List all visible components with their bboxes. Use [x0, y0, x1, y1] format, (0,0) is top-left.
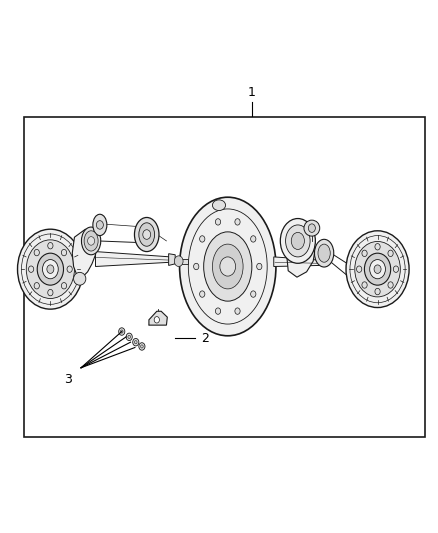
- Circle shape: [370, 260, 385, 279]
- Circle shape: [126, 333, 132, 341]
- Circle shape: [308, 224, 315, 232]
- Circle shape: [355, 241, 400, 297]
- Ellipse shape: [84, 231, 98, 251]
- Ellipse shape: [204, 232, 252, 301]
- Circle shape: [61, 249, 67, 256]
- Circle shape: [257, 263, 262, 270]
- Circle shape: [42, 260, 58, 279]
- Circle shape: [393, 266, 399, 272]
- Circle shape: [215, 308, 221, 314]
- Polygon shape: [274, 257, 320, 266]
- Text: 2: 2: [201, 332, 209, 345]
- Circle shape: [220, 257, 236, 276]
- Circle shape: [120, 330, 123, 333]
- Ellipse shape: [304, 220, 320, 236]
- Circle shape: [235, 308, 240, 314]
- Circle shape: [37, 253, 64, 285]
- Ellipse shape: [134, 217, 159, 252]
- Circle shape: [362, 250, 367, 256]
- Circle shape: [143, 230, 151, 239]
- Circle shape: [61, 282, 67, 289]
- Circle shape: [67, 266, 72, 272]
- Ellipse shape: [81, 227, 101, 255]
- Circle shape: [133, 338, 139, 346]
- Circle shape: [47, 265, 54, 273]
- Bar: [24, 117, 425, 437]
- Ellipse shape: [180, 197, 276, 336]
- Circle shape: [139, 343, 145, 350]
- Circle shape: [96, 221, 103, 229]
- Circle shape: [34, 249, 39, 256]
- Circle shape: [362, 282, 367, 288]
- Circle shape: [141, 345, 143, 348]
- Circle shape: [346, 231, 409, 308]
- Polygon shape: [72, 229, 97, 277]
- Circle shape: [134, 341, 137, 344]
- Circle shape: [375, 288, 380, 295]
- Circle shape: [388, 250, 393, 256]
- Ellipse shape: [212, 200, 226, 211]
- Circle shape: [251, 236, 256, 242]
- Circle shape: [215, 219, 221, 225]
- Ellipse shape: [291, 232, 304, 249]
- Circle shape: [364, 253, 391, 285]
- Ellipse shape: [212, 244, 243, 289]
- Circle shape: [119, 328, 125, 335]
- Text: 3: 3: [64, 373, 72, 386]
- Circle shape: [18, 229, 83, 309]
- Ellipse shape: [139, 223, 155, 246]
- Circle shape: [154, 317, 159, 323]
- Circle shape: [388, 282, 393, 288]
- Circle shape: [28, 266, 34, 272]
- Circle shape: [48, 243, 53, 249]
- Circle shape: [200, 236, 205, 242]
- Circle shape: [374, 265, 381, 273]
- Polygon shape: [179, 259, 188, 264]
- Ellipse shape: [286, 225, 310, 257]
- Circle shape: [194, 263, 199, 270]
- Ellipse shape: [74, 272, 86, 285]
- Circle shape: [26, 240, 74, 298]
- Polygon shape: [287, 241, 315, 277]
- Circle shape: [88, 237, 95, 245]
- Circle shape: [128, 335, 131, 338]
- Ellipse shape: [93, 214, 107, 236]
- Ellipse shape: [174, 256, 183, 266]
- Polygon shape: [169, 254, 175, 265]
- Circle shape: [200, 291, 205, 297]
- Circle shape: [48, 289, 53, 296]
- Ellipse shape: [280, 219, 315, 263]
- Circle shape: [235, 219, 240, 225]
- Polygon shape: [149, 311, 167, 325]
- Ellipse shape: [314, 239, 334, 267]
- Text: 1: 1: [248, 86, 256, 99]
- Circle shape: [34, 282, 39, 289]
- Ellipse shape: [318, 244, 330, 262]
- Polygon shape: [95, 252, 171, 266]
- Circle shape: [251, 291, 256, 297]
- Circle shape: [375, 244, 380, 250]
- Circle shape: [357, 266, 362, 272]
